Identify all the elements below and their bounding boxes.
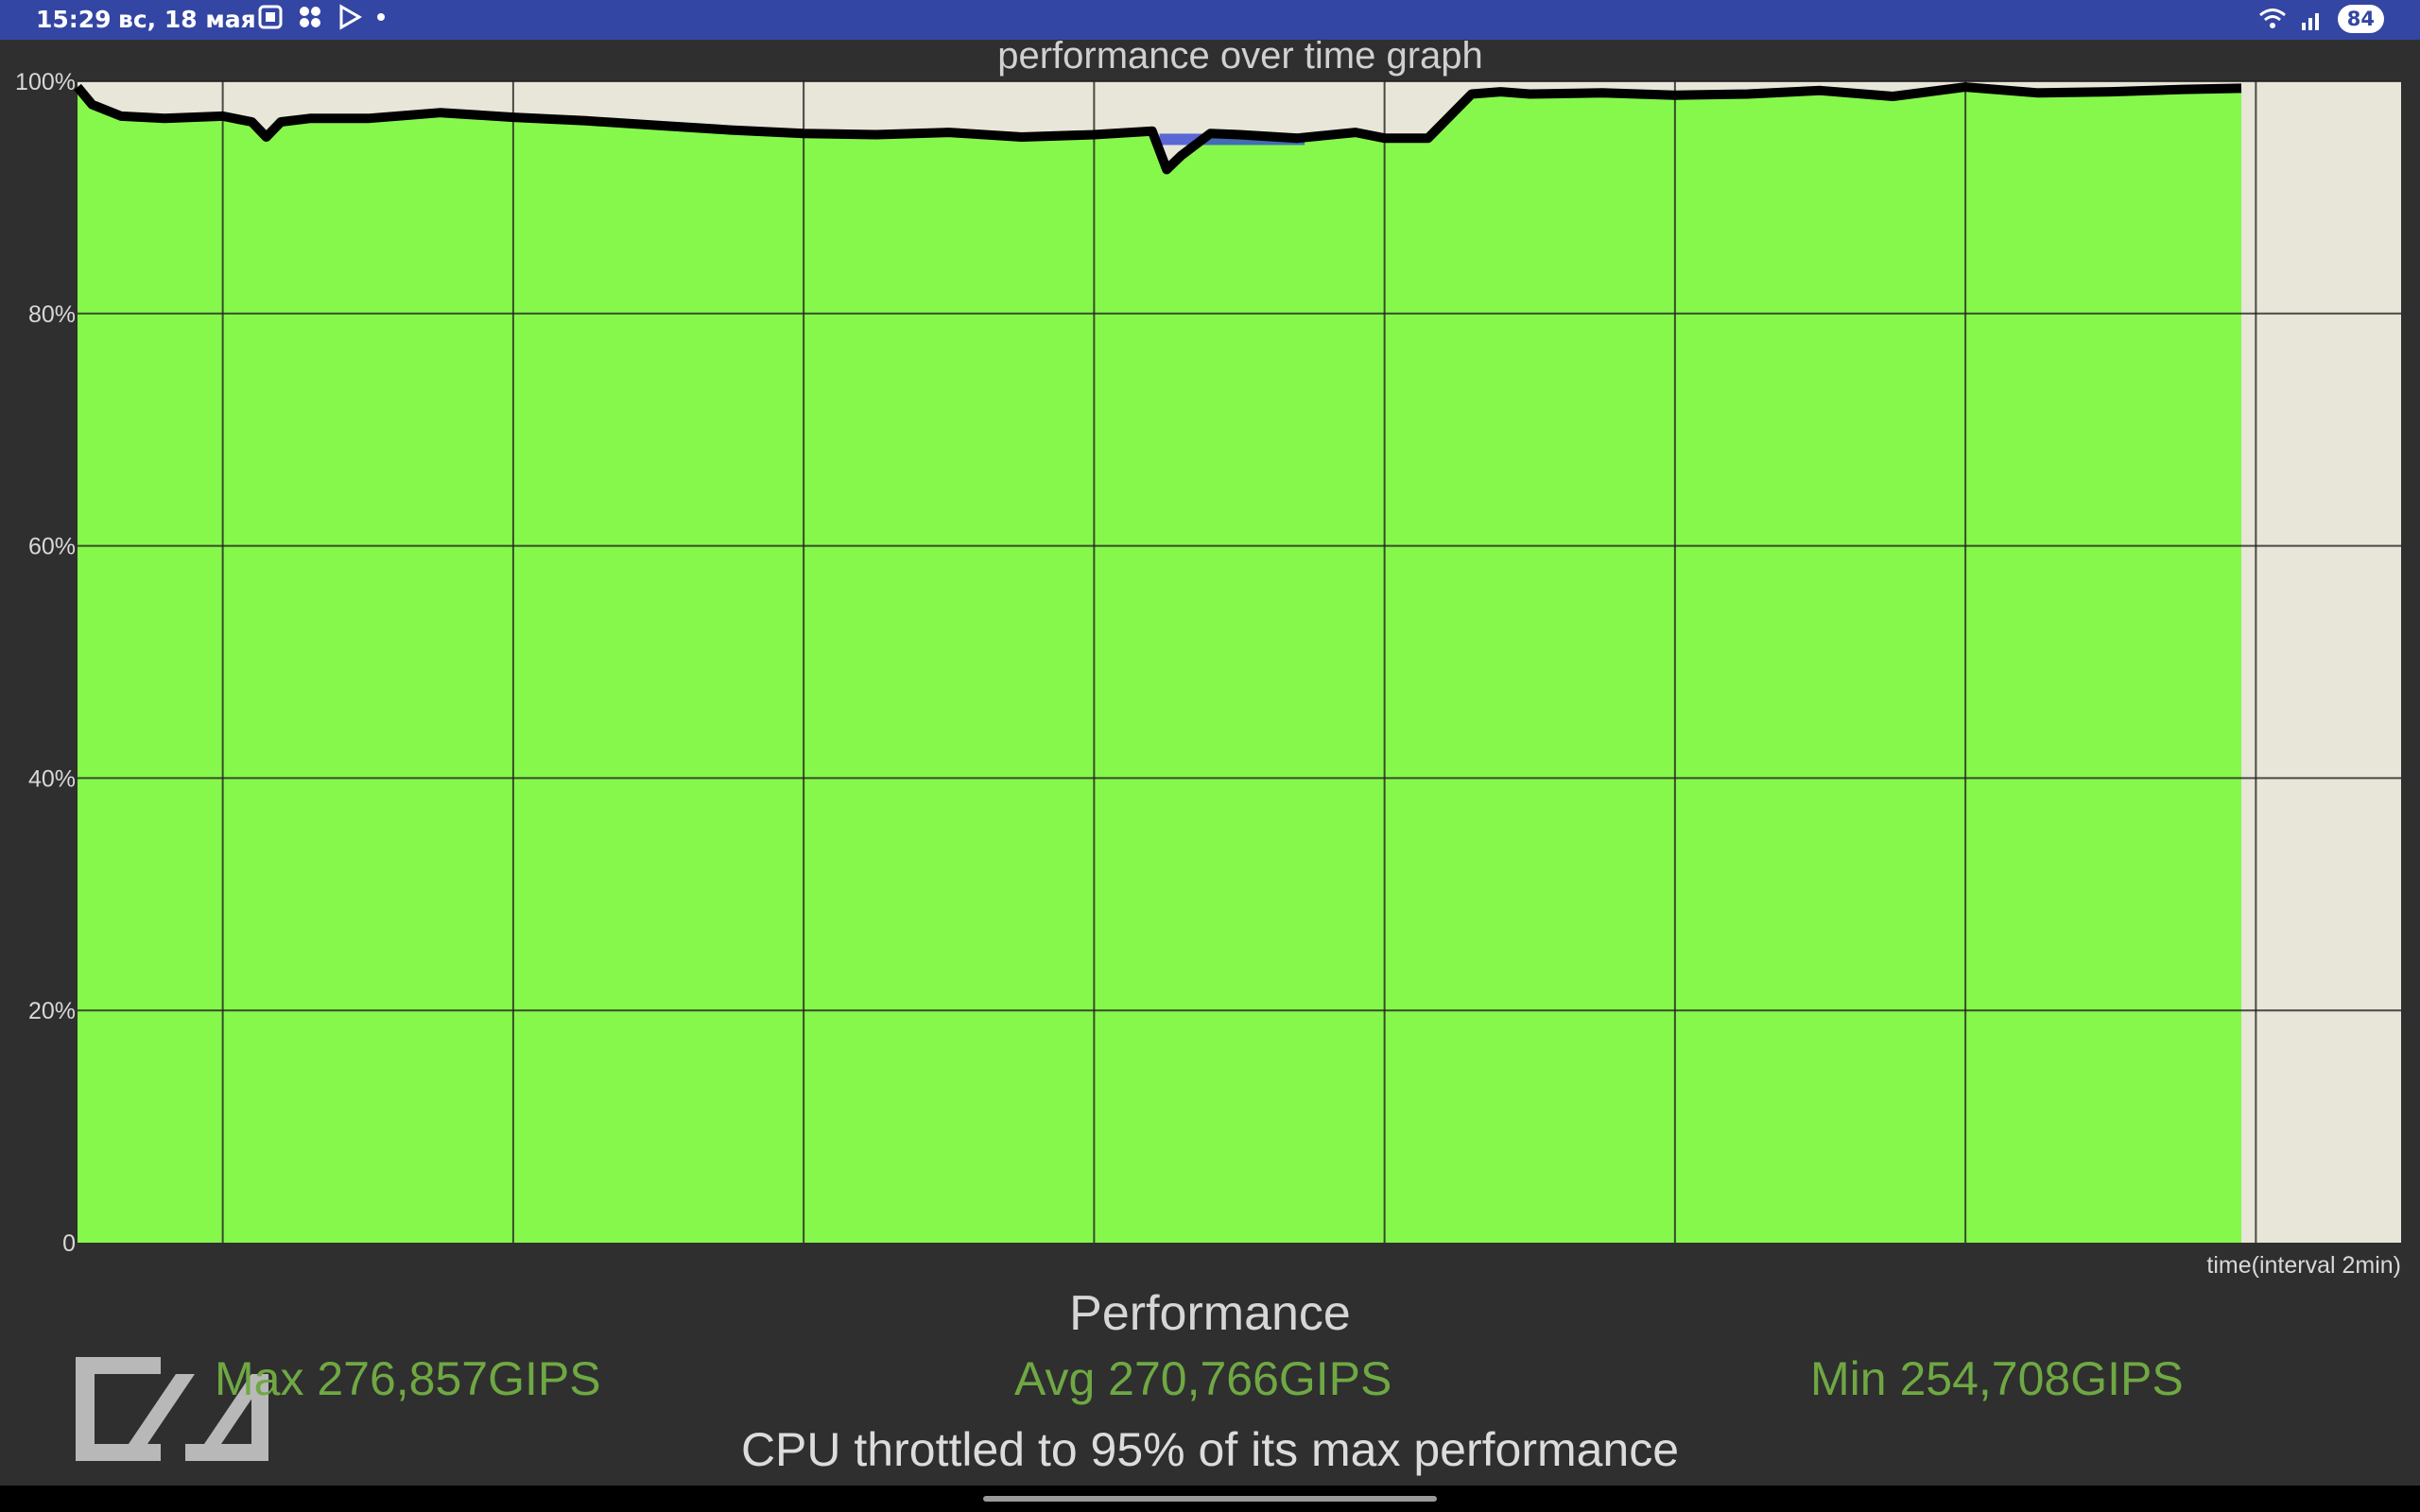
- signal-icon: [2301, 13, 2319, 30]
- status-bar: 15:29 вс, 18 мая 84: [0, 0, 2420, 40]
- performance-chart-svg: performance over time graph 0 20% 40% 60% 80…: [15, 35, 2401, 1279]
- battery-icon: 84: [2337, 5, 2384, 33]
- max-performance: Max 276,857GIPS: [215, 1352, 601, 1405]
- throttle-status: CPU throttled to 95% of its max performa…: [740, 1423, 1680, 1476]
- y-tick-label: 0: [62, 1230, 76, 1257]
- y-tick-label: 20%: [28, 998, 76, 1024]
- performance-chart: performance over time graph 0 20% 40% 60% 80…: [0, 35, 2420, 1279]
- avg-performance: Avg 270,766GIPS: [1014, 1352, 1392, 1405]
- performance-line-group: [74, 82, 2242, 175]
- performance-heading: Performance: [1069, 1286, 1351, 1341]
- y-tick-label: 80%: [28, 301, 76, 328]
- min-performance: Min 254,708GIPS: [1810, 1352, 2184, 1405]
- wifi-icon: [2258, 9, 2286, 28]
- navigation-bar: [0, 1486, 2420, 1512]
- status-time: 15:29: [36, 6, 112, 33]
- performance-area: [78, 87, 2241, 1244]
- notification-icons: [257, 4, 386, 30]
- y-tick-label: 60%: [28, 534, 76, 560]
- screenshot-icon: [258, 5, 283, 29]
- app-logo-icon: [76, 1357, 268, 1461]
- dot-icon: [377, 13, 385, 21]
- y-axis-ticks: 0 20% 40% 60% 80% 100%: [15, 69, 76, 1257]
- apps-icon: [300, 7, 320, 27]
- play-store-icon: [339, 4, 362, 30]
- y-tick-label: 100%: [15, 69, 76, 95]
- y-tick-label: 40%: [28, 765, 76, 792]
- system-icons: 84: [2258, 5, 2384, 33]
- chart-grid: [78, 80, 2401, 1243]
- home-gesture-handle[interactable]: [983, 1496, 1437, 1502]
- x-axis-label: time(interval 2min): [2206, 1252, 2401, 1278]
- performance-line: [74, 82, 2242, 175]
- performance-area-fill: [78, 87, 2241, 1244]
- chart-title: performance over time graph: [997, 40, 1483, 77]
- status-date: вс, 18 мая: [118, 6, 256, 33]
